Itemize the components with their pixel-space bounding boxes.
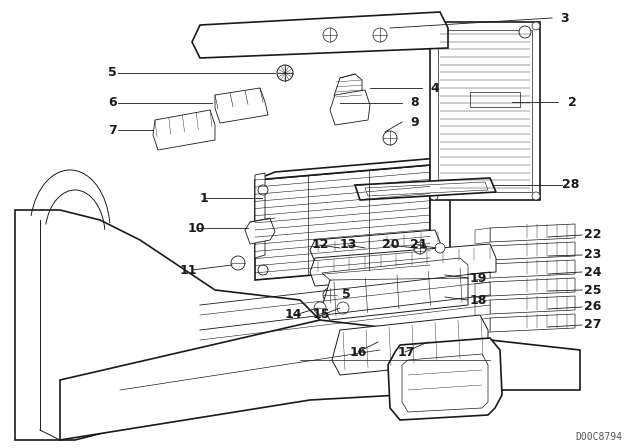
Polygon shape (475, 282, 490, 298)
Circle shape (435, 243, 445, 253)
Polygon shape (470, 92, 520, 107)
Polygon shape (334, 74, 362, 102)
Polygon shape (255, 173, 265, 258)
Text: 19: 19 (470, 271, 488, 284)
Polygon shape (490, 278, 575, 296)
Polygon shape (430, 157, 450, 265)
Polygon shape (350, 345, 425, 367)
Polygon shape (255, 165, 430, 280)
Text: D00C8794: D00C8794 (575, 432, 622, 442)
Text: 3: 3 (560, 12, 568, 25)
Text: 8: 8 (410, 96, 419, 109)
Circle shape (532, 192, 540, 200)
Polygon shape (15, 210, 320, 440)
Text: 9: 9 (410, 116, 419, 129)
Circle shape (383, 131, 397, 145)
Circle shape (414, 242, 426, 254)
Text: 4: 4 (430, 82, 439, 95)
Polygon shape (322, 258, 468, 280)
Polygon shape (245, 218, 275, 244)
Polygon shape (192, 12, 448, 58)
Text: 1: 1 (200, 191, 209, 204)
Polygon shape (255, 157, 450, 180)
Circle shape (373, 28, 387, 42)
Circle shape (519, 26, 531, 38)
Polygon shape (332, 315, 488, 375)
Text: 26: 26 (584, 301, 602, 314)
Circle shape (337, 302, 349, 314)
Text: 10: 10 (188, 221, 205, 234)
Circle shape (231, 256, 245, 270)
Circle shape (440, 185, 450, 195)
Text: 20: 20 (382, 238, 399, 251)
Polygon shape (330, 90, 370, 125)
Polygon shape (430, 346, 482, 361)
Text: 18: 18 (470, 293, 488, 306)
Text: 7: 7 (108, 124, 116, 137)
Polygon shape (402, 354, 488, 412)
Circle shape (258, 225, 268, 235)
Polygon shape (475, 300, 490, 316)
Circle shape (277, 65, 293, 81)
Polygon shape (388, 338, 502, 420)
Circle shape (323, 28, 337, 42)
Text: 22: 22 (584, 228, 602, 241)
Polygon shape (310, 230, 440, 262)
Polygon shape (365, 182, 488, 196)
Polygon shape (310, 244, 496, 286)
Circle shape (430, 22, 438, 30)
Text: 2: 2 (568, 95, 577, 108)
Polygon shape (490, 314, 575, 332)
Text: 5: 5 (342, 289, 351, 302)
Polygon shape (438, 30, 532, 192)
Polygon shape (60, 320, 580, 440)
Text: 11: 11 (180, 263, 198, 276)
Polygon shape (475, 264, 490, 280)
Text: 23: 23 (584, 249, 602, 262)
Polygon shape (490, 296, 575, 314)
Polygon shape (490, 242, 575, 260)
Text: 21: 21 (410, 238, 428, 251)
Text: 5: 5 (108, 66, 116, 79)
Text: 15: 15 (313, 309, 330, 322)
Text: 28: 28 (562, 178, 579, 191)
Polygon shape (153, 110, 215, 150)
Polygon shape (475, 318, 490, 334)
Text: 16: 16 (350, 345, 367, 358)
Polygon shape (490, 260, 575, 278)
Polygon shape (430, 22, 540, 200)
Text: 6: 6 (108, 96, 116, 109)
Text: 24: 24 (584, 266, 602, 279)
Polygon shape (475, 228, 490, 244)
Text: 27: 27 (584, 319, 602, 332)
Circle shape (258, 265, 268, 275)
Text: 17: 17 (398, 345, 415, 358)
Polygon shape (475, 246, 490, 262)
Polygon shape (355, 178, 496, 200)
Text: 25: 25 (584, 284, 602, 297)
Polygon shape (322, 265, 468, 320)
Circle shape (323, 288, 337, 302)
Circle shape (258, 185, 268, 195)
Circle shape (532, 22, 540, 30)
Circle shape (430, 192, 438, 200)
Polygon shape (215, 88, 268, 123)
Circle shape (314, 302, 326, 314)
Text: 12: 12 (312, 238, 330, 251)
Text: 13: 13 (340, 238, 357, 251)
Polygon shape (490, 224, 575, 242)
Text: 14: 14 (285, 309, 303, 322)
